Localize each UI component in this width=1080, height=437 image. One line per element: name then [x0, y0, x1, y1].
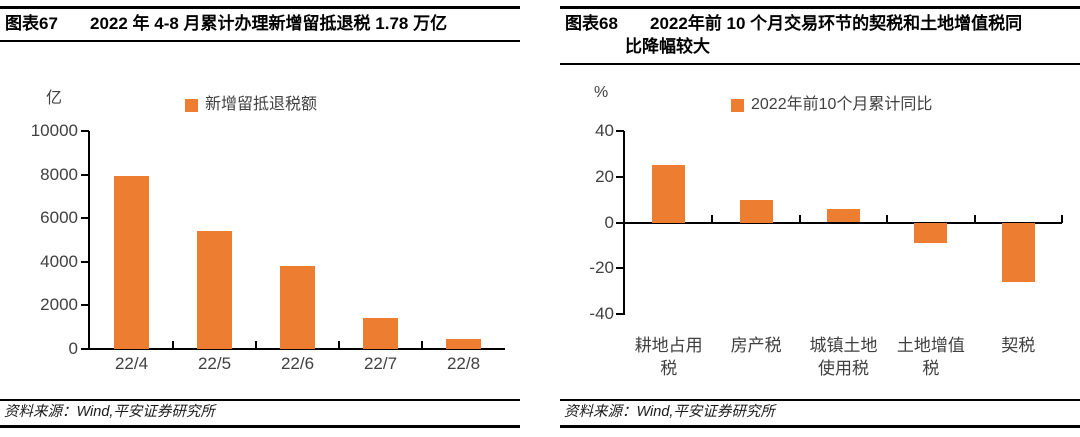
category-label: 22/4 [114, 354, 149, 373]
bar [446, 339, 481, 349]
y-tick-label: 10000 [30, 121, 78, 140]
x-tick [421, 341, 423, 349]
figure-title: 图表67 2022 年 4-8 月累计办理新增留抵退税 1.78 万亿 [0, 9, 520, 42]
y-tick-label: -20 [589, 258, 614, 278]
legend-label: 2022年前10个月累计同比 [751, 96, 933, 113]
x-tick [338, 341, 340, 349]
category-label: 房产税 [730, 336, 782, 355]
figure-number: 图表68 [565, 14, 618, 33]
y-tick [81, 130, 89, 132]
x-tick [1061, 214, 1063, 223]
source-note: 资料来源：Wind,平安证券研究所 [0, 399, 520, 428]
y-axis-unit: 亿 [46, 90, 63, 107]
y-tick [616, 267, 624, 270]
y-tick [81, 304, 89, 307]
bar [197, 231, 232, 349]
x-tick [886, 214, 889, 223]
figure-title: 图表68 2022年前 10 个月交易环节的契税和土地增值税同 比降幅较大 [560, 9, 1080, 65]
legend: 2022年前10个月累计同比 [731, 97, 932, 113]
y-tick-label: 4000 [40, 251, 78, 271]
y-tick-label: 8000 [40, 164, 78, 184]
bar [652, 165, 686, 223]
figure-header: 图表67 2022 年 4-8 月累计办理新增留抵退税 1.78 万亿 [0, 6, 520, 42]
figure-panel-67: 图表67 2022 年 4-8 月累计办理新增留抵退税 1.78 万亿 亿 新增留… [0, 0, 520, 437]
category-label: 22/7 [363, 354, 398, 373]
y-axis-unit: % [594, 84, 609, 101]
bar [114, 175, 149, 349]
y-tick [616, 221, 624, 224]
y-tick-label: 0 [604, 212, 614, 232]
y-tick [616, 130, 624, 132]
x-tick [798, 214, 801, 223]
y-tick [616, 175, 624, 178]
category-label: 土地增值税 [896, 336, 965, 378]
category-label: 22/6 [280, 354, 315, 373]
y-tick-label: 20 [595, 166, 614, 186]
bar [363, 318, 398, 349]
legend-label: 新增留抵退税额 [205, 96, 318, 113]
figure-header: 图表68 2022年前 10 个月交易环节的契税和土地增值税同 比降幅较大 [560, 6, 1080, 65]
y-tick [616, 313, 624, 315]
legend-swatch-icon [185, 98, 198, 112]
y-tick [81, 173, 89, 176]
x-axis-line [88, 348, 505, 350]
figure-title-text: 2022 年 4-8 月累计办理新增留抵退税 1.78 万亿 [90, 14, 448, 33]
category-label: 22/8 [446, 354, 481, 373]
category-label: 契税 [1001, 336, 1036, 355]
legend-swatch-icon [731, 98, 744, 112]
x-tick [711, 214, 714, 223]
y-tick [81, 348, 89, 350]
y-tick [81, 217, 89, 220]
y-tick-label: -40 [589, 304, 614, 323]
source-note: 资料来源：Wind,平安证券研究所 [560, 399, 1080, 428]
bar [914, 222, 948, 244]
y-tick-label: 40 [595, 121, 614, 140]
y-tick [81, 260, 89, 263]
y-axis-line [88, 131, 90, 350]
category-label: 城镇土地 使用税 [809, 336, 878, 378]
plot-area: -40 -20 0 20 40 耕地占用税 房产税 城镇土地 使用税 土地增值税 契税 [560, 0, 1080, 437]
x-axis-line [623, 221, 1062, 224]
y-tick-label: 0 [68, 339, 78, 358]
x-tick [973, 214, 976, 223]
figure-title-text: 2022年前 10 个月交易环节的契税和土地增值税同 比降幅较大 [625, 14, 1023, 56]
bar [1001, 222, 1035, 282]
figure-number: 图表67 [5, 14, 58, 33]
category-label: 22/5 [197, 354, 232, 373]
plot-area: 0 2000 4000 6000 8000 10000 22/4 22/5 22/6 22/7 22… [0, 0, 520, 437]
bar [280, 266, 315, 349]
category-label: 耕地占用税 [634, 336, 703, 378]
x-tick [172, 341, 174, 349]
figure-panel-68: 图表68 2022年前 10 个月交易环节的契税和土地增值税同 比降幅较大 % 20… [560, 0, 1080, 437]
legend: 新增留抵退税额 [185, 97, 317, 113]
bar [739, 199, 773, 223]
x-tick [255, 341, 257, 349]
bar [827, 208, 860, 223]
y-tick-label: 6000 [40, 208, 78, 228]
y-tick-label: 2000 [40, 295, 78, 315]
